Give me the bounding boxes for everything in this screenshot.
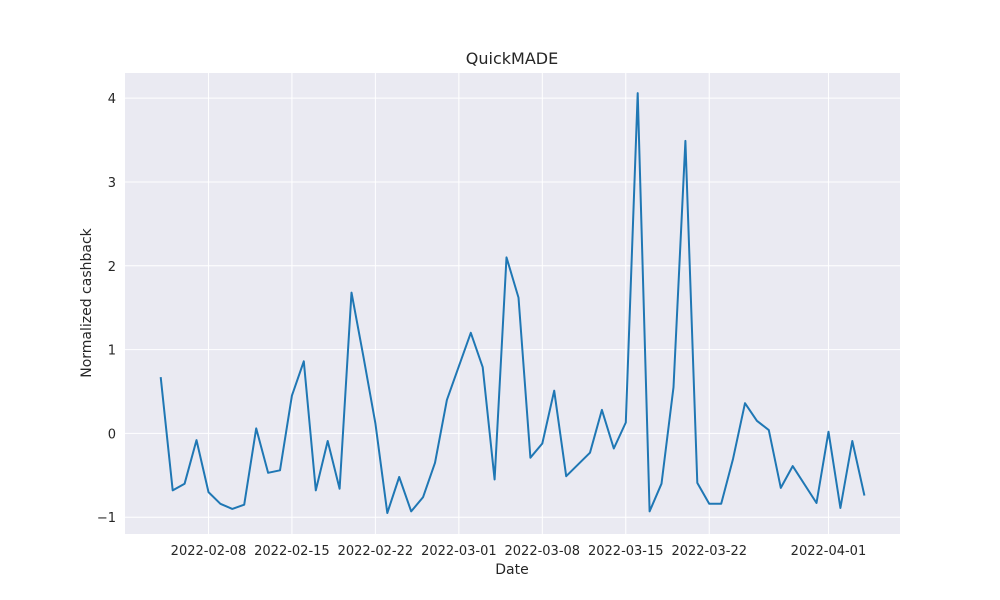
x-tick-labels: 2022-02-08 2022-02-15 2022-02-22 2022-03-01… <box>171 544 867 559</box>
plot-background <box>125 73 900 534</box>
series-group <box>159 92 866 514</box>
y-tick-label: 4 <box>108 92 116 107</box>
y-tick-label: 2 <box>108 260 116 275</box>
series-line <box>159 92 866 514</box>
x-tick-label: 2022-04-01 <box>791 544 867 559</box>
y-tick-label: 0 <box>108 427 116 442</box>
x-tick-label: 2022-02-15 <box>254 544 330 559</box>
grid-lines <box>125 73 900 534</box>
x-tick-label: 2022-03-01 <box>421 544 497 559</box>
x-tick-label: 2022-02-08 <box>171 544 247 559</box>
x-tick-label: 2022-02-22 <box>338 544 414 559</box>
chart-title: QuickMADE <box>466 49 558 68</box>
y-tick-label: 3 <box>108 176 116 191</box>
x-tick-label: 2022-03-15 <box>588 544 664 559</box>
y-tick-labels: 4 3 2 1 0 −1 <box>97 92 116 526</box>
y-axis-label: Normalized cashback <box>79 227 95 377</box>
x-tick-label: 2022-03-08 <box>505 544 581 559</box>
y-tick-label: −1 <box>97 511 116 526</box>
x-axis-label: Date <box>495 562 528 578</box>
y-tick-label: 1 <box>108 344 116 359</box>
x-tick-label: 2022-03-22 <box>671 544 747 559</box>
